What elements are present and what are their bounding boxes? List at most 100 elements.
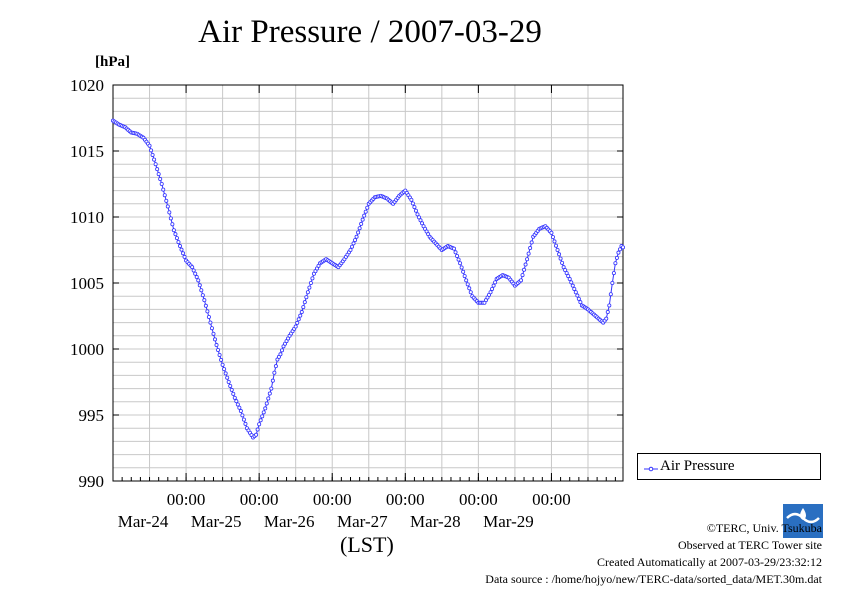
data-point	[194, 275, 199, 280]
y-tick-label: 1005	[70, 274, 104, 293]
data-point	[519, 278, 524, 283]
x-tick-label-date: Mar-29	[483, 512, 534, 531]
data-point	[165, 204, 170, 209]
data-point	[162, 193, 167, 198]
data-point	[567, 277, 572, 282]
data-point	[258, 418, 263, 423]
data-point	[462, 274, 467, 279]
data-point	[453, 250, 458, 255]
data-point	[455, 253, 460, 258]
data-point	[197, 283, 202, 288]
data-point	[558, 256, 563, 261]
data-point	[614, 255, 619, 260]
x-axis-title: (LST)	[340, 532, 394, 557]
data-point	[222, 367, 227, 372]
data-point	[159, 181, 164, 186]
x-tick-label-time: 00:00	[386, 490, 425, 509]
data-point	[206, 314, 211, 319]
data-point	[260, 414, 265, 419]
data-point	[357, 226, 362, 231]
data-point	[272, 370, 277, 375]
data-point	[190, 265, 195, 270]
y-tick-label: 1015	[70, 142, 104, 161]
y-tick-label: 1010	[70, 208, 104, 227]
data-point	[209, 326, 214, 331]
data-point	[235, 402, 240, 407]
data-point	[354, 234, 359, 239]
data-point	[528, 246, 533, 251]
data-point	[295, 320, 300, 325]
data-point	[241, 417, 246, 422]
data-point	[193, 271, 198, 276]
data-point	[611, 271, 616, 276]
data-point	[171, 228, 176, 233]
data-point	[301, 305, 306, 310]
data-point	[202, 298, 207, 303]
data-point	[459, 265, 464, 270]
data-point	[156, 172, 161, 177]
x-tick-label-date: Mar-27	[337, 512, 388, 531]
data-point	[491, 283, 496, 288]
data-point	[529, 240, 534, 245]
data-point	[409, 197, 414, 202]
data-point	[608, 292, 613, 297]
data-point	[308, 280, 313, 285]
data-point	[570, 283, 575, 288]
data-point	[461, 269, 466, 274]
data-point	[566, 274, 571, 279]
series-line	[112, 120, 624, 439]
data-point	[362, 213, 367, 218]
data-point	[348, 247, 353, 252]
data-point	[621, 245, 626, 250]
data-point	[410, 201, 415, 206]
data-point	[266, 396, 271, 401]
x-tick-label-time: 00:00	[240, 490, 279, 509]
x-tick-label-time: 00:00	[532, 490, 571, 509]
data-point	[305, 290, 310, 295]
data-point	[526, 251, 531, 256]
data-point	[298, 313, 303, 318]
data-point	[150, 152, 155, 157]
data-point	[613, 261, 618, 266]
x-tick-label-time: 00:00	[167, 490, 206, 509]
data-point	[200, 293, 205, 298]
footer-source: Data source : /home/hojyo/new/TERC-data/…	[485, 572, 822, 586]
data-point	[363, 209, 368, 214]
data-point	[617, 247, 622, 252]
data-point	[564, 271, 569, 276]
footer-observed: Observed at TERC Tower site	[677, 538, 822, 552]
data-point	[225, 375, 230, 380]
data-point	[420, 221, 425, 226]
data-point	[416, 215, 421, 220]
footer-copyright: ©TERC, Univ. Tsukuba	[706, 521, 822, 535]
data-point	[523, 262, 528, 267]
data-point	[467, 286, 472, 291]
data-point	[273, 364, 278, 369]
footer-created: Created Automatically at 2007-03-29/23:3…	[597, 555, 822, 569]
data-point	[255, 427, 260, 432]
data-point	[231, 391, 236, 396]
data-point	[302, 300, 307, 305]
x-tick-label-date: Mar-24	[118, 512, 169, 531]
data-point	[488, 290, 493, 295]
terc-logo	[783, 504, 823, 538]
data-point	[238, 409, 243, 414]
data-point	[569, 280, 574, 285]
data-point	[616, 250, 621, 255]
data-point	[220, 362, 225, 367]
data-point	[199, 288, 204, 293]
data-point	[174, 236, 179, 241]
x-tick-label-date: Mar-28	[410, 512, 461, 531]
x-tick-labels: 00:00 Mar-24 00:00 Mar-25 00:00 Mar-26 00:00 Ma…	[118, 490, 571, 531]
data-point	[228, 383, 233, 388]
data-point	[203, 303, 208, 308]
legend: Air Pressure	[637, 453, 821, 480]
data-point	[552, 239, 557, 244]
data-point	[522, 267, 527, 272]
data-point	[310, 276, 315, 281]
data-point	[181, 251, 186, 256]
data-point	[304, 295, 309, 300]
data-point	[269, 386, 274, 391]
data-point	[267, 391, 272, 396]
